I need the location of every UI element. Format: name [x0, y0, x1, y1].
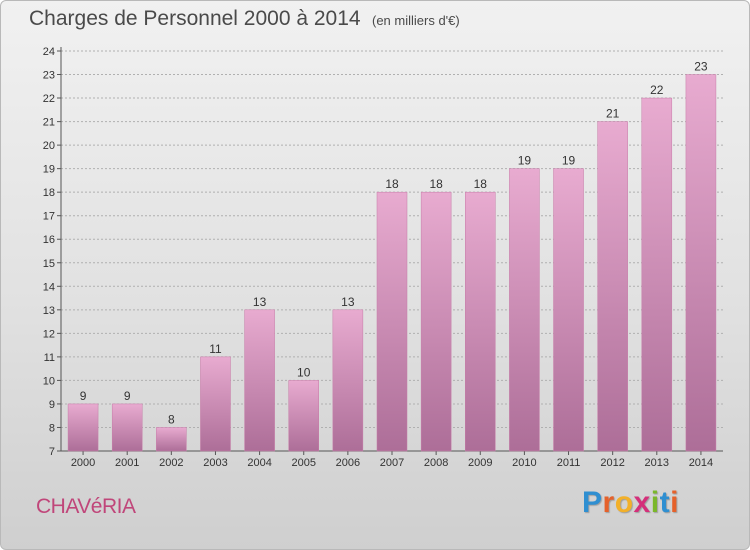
bar-2007: [376, 191, 408, 452]
bars: [67, 74, 717, 452]
y-tick-label: 14: [43, 281, 55, 293]
y-tick-label: 12: [43, 328, 55, 340]
data-label-2011: 19: [562, 154, 576, 168]
y-tick-label: 24: [43, 46, 55, 58]
bar-2003: [200, 356, 231, 452]
bar-2006: [332, 309, 364, 452]
y-tick-label: 9: [49, 399, 55, 411]
x-tick-label: 2000: [71, 457, 95, 469]
x-tick-label: 2001: [115, 457, 139, 469]
x-tick-label: 2007: [380, 457, 404, 469]
y-tick-label: 16: [43, 234, 55, 246]
x-tick-label: 2011: [557, 457, 581, 469]
data-label-2001: 9: [124, 389, 131, 403]
x-tick-label: 2002: [159, 457, 183, 469]
logo-letter: P: [582, 486, 603, 519]
x-tick-label: 2008: [424, 457, 448, 469]
data-label-2008: 18: [429, 177, 443, 191]
bar-2001: [111, 403, 143, 452]
logo-letter: t: [659, 486, 671, 519]
logo-letter: r: [602, 486, 615, 519]
y-tick-label: 15: [43, 258, 55, 270]
logo-letter: i: [670, 486, 679, 519]
bar-2009: [465, 191, 496, 452]
data-label-2000: 9: [80, 389, 87, 403]
y-tick-label: 19: [43, 164, 55, 176]
data-labels: 9 9 8 11 13 10 13 18 18 18 19 19 21 22 23: [80, 60, 708, 427]
data-label-2013: 22: [650, 83, 664, 97]
bar-2014: [685, 74, 717, 452]
town-name: CHAVéRIA: [36, 495, 136, 518]
x-tick-label: 2013: [645, 457, 669, 469]
bar-2004: [244, 309, 275, 452]
bar-2011: [553, 168, 584, 452]
data-label-2009: 18: [474, 177, 488, 191]
x-tick-label: 2003: [203, 457, 227, 469]
y-tick-label: 20: [43, 140, 55, 152]
chart-subtitle: (en milliers d'€): [372, 13, 460, 28]
x-tick-label: 2009: [468, 457, 492, 469]
x-tick-label: 2010: [512, 457, 536, 469]
y-tick-label: 8: [49, 422, 55, 434]
y-tick-label: 7: [49, 446, 55, 458]
y-tick-label: 10: [43, 375, 55, 387]
y-tick-label: 23: [43, 70, 55, 82]
data-label-2007: 18: [385, 177, 399, 191]
logo-letter: x: [633, 486, 651, 519]
axes: 7 8 9 10 11 12 13 14 15 16 17 18 19 20 21 22 23 24 2000 200…: [43, 46, 723, 469]
x-tick-label: 2006: [336, 457, 360, 469]
data-label-2014: 23: [694, 60, 708, 74]
bar-2002: [156, 427, 187, 452]
y-tick-label: 21: [43, 117, 55, 129]
y-tick-label: 22: [43, 93, 55, 105]
chart-title: Charges de Personnel 2000 à 2014: [29, 7, 361, 30]
logo-letter: i: [650, 486, 660, 519]
bar-2000: [67, 403, 99, 452]
y-tick-label: 18: [43, 187, 55, 199]
data-label-2004: 13: [253, 295, 267, 309]
y-tick-label: 13: [43, 305, 55, 317]
data-label-2005: 10: [297, 365, 311, 379]
bar-2005: [288, 380, 319, 452]
proxiti-logo[interactable]: Proxiti: [582, 486, 679, 520]
x-tick-label: 2005: [291, 457, 315, 469]
data-label-2010: 19: [518, 154, 532, 168]
x-tick-label: 2012: [600, 457, 624, 469]
x-tick-label: 2014: [689, 457, 713, 469]
bar-2008: [420, 191, 452, 452]
bar-2010: [509, 168, 540, 452]
data-label-2012: 21: [606, 107, 620, 121]
y-tick-label: 17: [43, 211, 55, 223]
data-label-2002: 8: [168, 412, 175, 426]
logo-letter: o: [614, 486, 634, 519]
data-label-2003: 11: [209, 342, 222, 356]
bar-2013: [641, 97, 673, 452]
bar-2012: [597, 121, 628, 452]
y-tick-label: 11: [44, 352, 55, 364]
x-tick-label: 2004: [247, 457, 271, 469]
data-label-2006: 13: [341, 295, 355, 309]
